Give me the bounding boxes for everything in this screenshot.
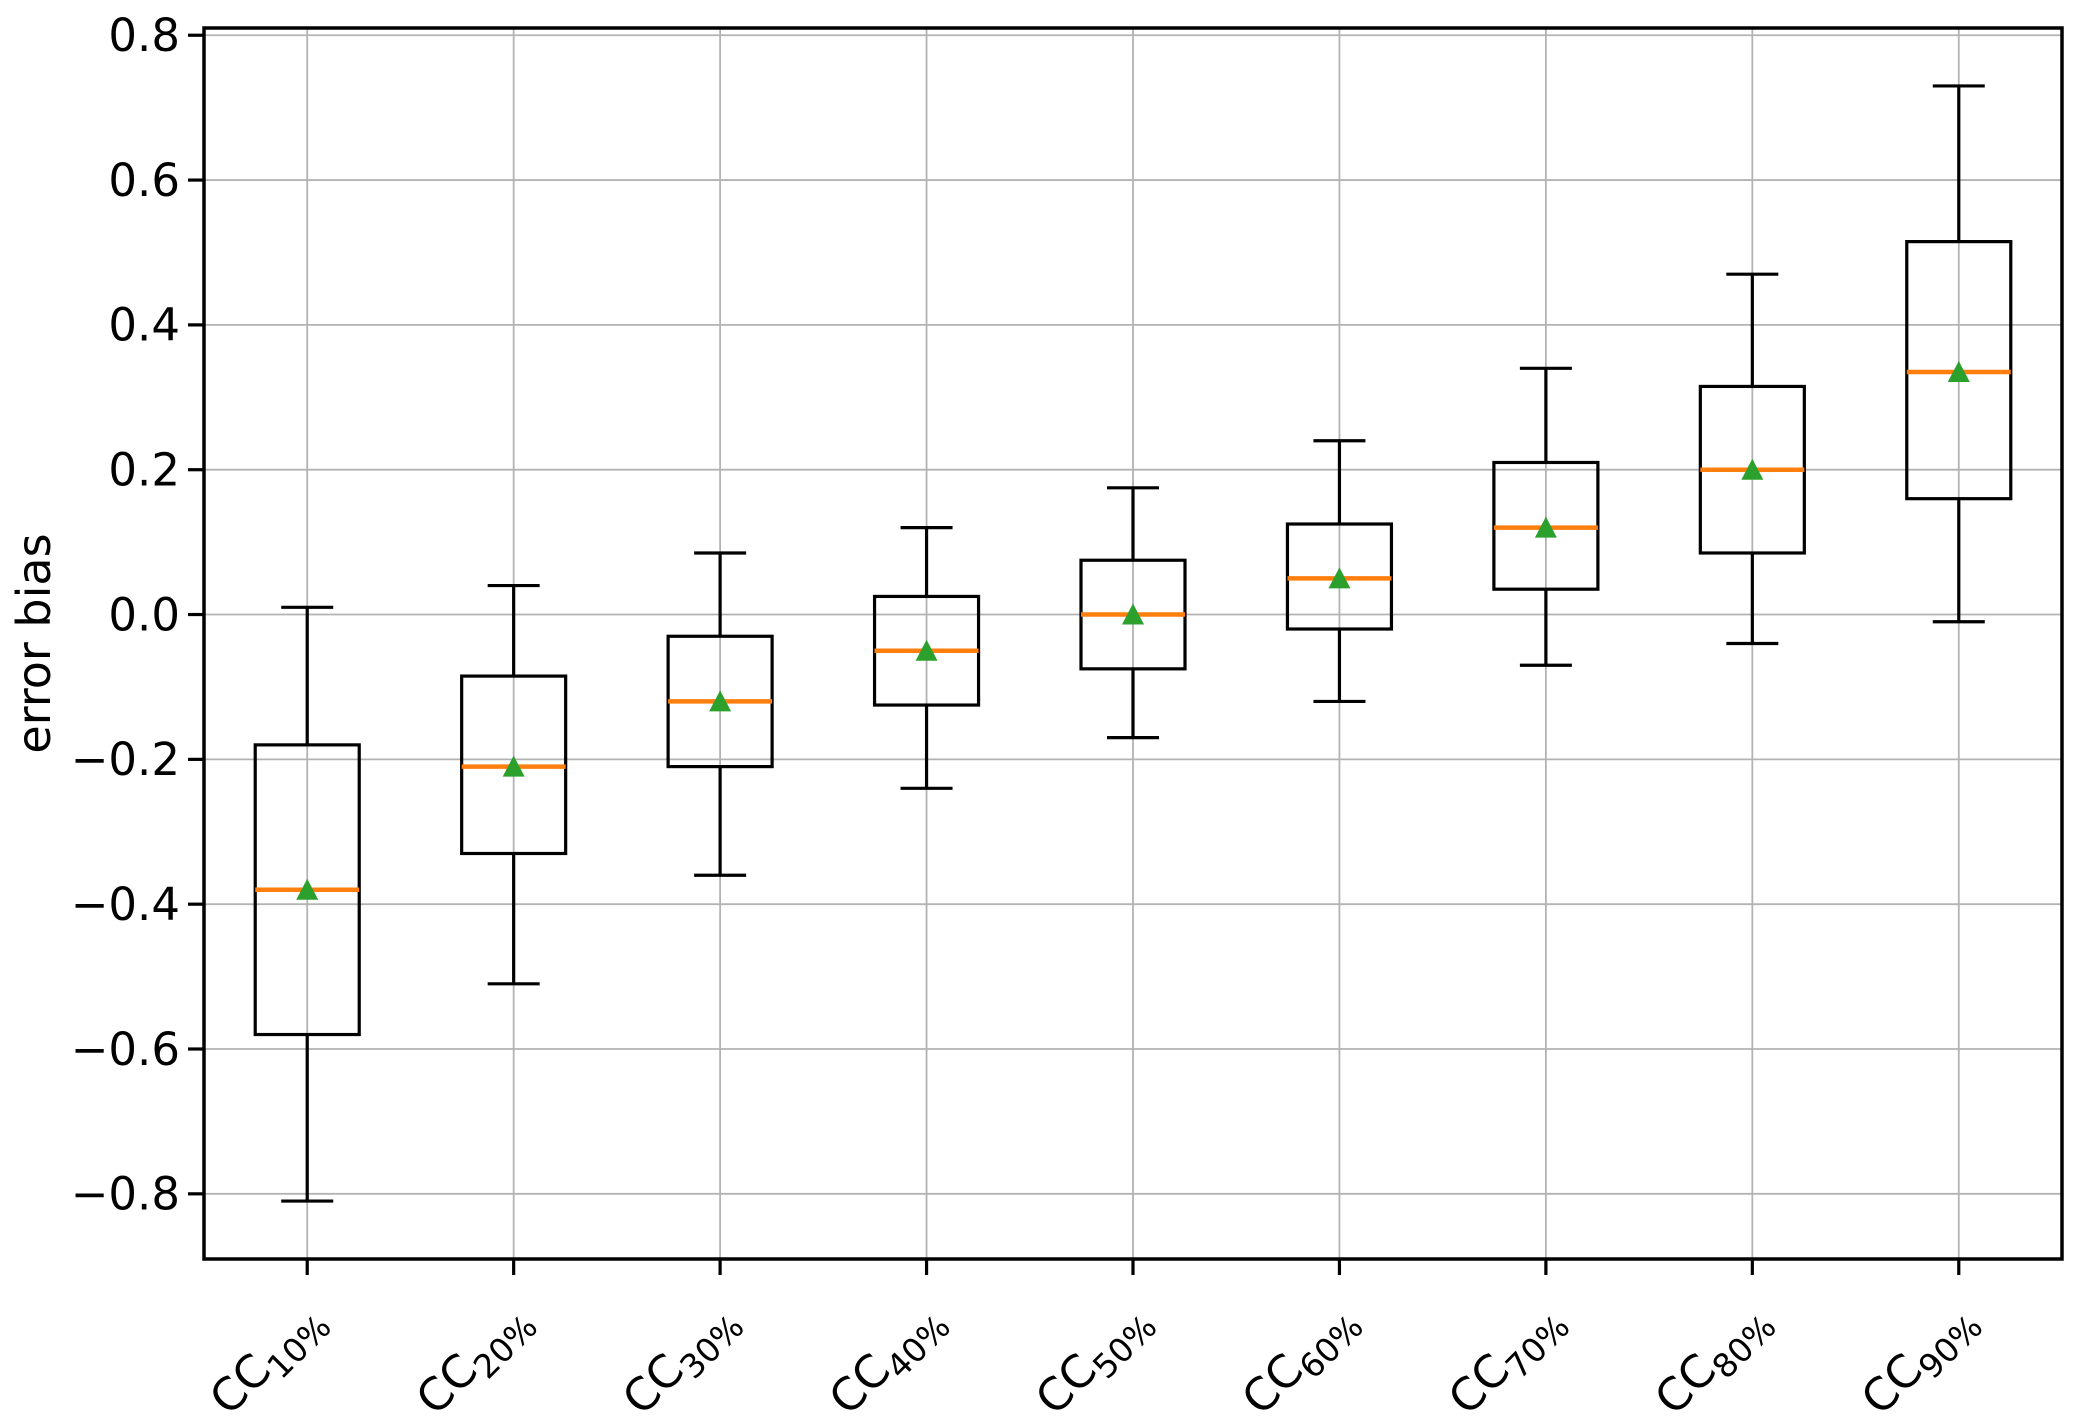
mean-marker [296, 878, 319, 900]
mean-marker [1741, 458, 1764, 480]
y-tick-label: −0.4 [71, 878, 180, 931]
y-tick-label: −0.2 [71, 733, 180, 786]
y-axis-label: error bias [7, 533, 61, 753]
box-group-CC70% [1492, 366, 1600, 667]
box-group-CC60% [1285, 439, 1394, 704]
box-group-CC80% [1698, 272, 1806, 646]
y-tick-label: 0.0 [108, 588, 180, 641]
mean-marker [709, 690, 732, 712]
mean-marker [1122, 603, 1144, 625]
box-group-CC50% [1079, 486, 1187, 740]
y-axis: 0.8 0.6 0.4 0.2 0.0 −0.2 −0.4 −0.6 −0.8 [71, 9, 204, 1221]
box-group-CC90% [1905, 84, 2013, 624]
y-tick-label: −0.8 [71, 1168, 180, 1221]
mean-marker [1534, 516, 1557, 538]
box-group-CC40% [872, 526, 981, 790]
y-tick-label: 0.4 [108, 299, 180, 352]
box-group-CC10% [253, 605, 361, 1203]
y-tick-label: 0.2 [108, 443, 180, 496]
y-tick-label: −0.6 [71, 1023, 180, 1076]
y-tick-label: 0.6 [108, 154, 180, 207]
mean-marker [1328, 567, 1351, 589]
mean-marker [1947, 360, 1970, 382]
box-group-CC20% [460, 583, 568, 986]
box-group-CC30% [666, 551, 774, 877]
mean-marker [502, 755, 525, 777]
mean-marker [915, 639, 938, 661]
y-tick-label: 0.8 [108, 9, 180, 62]
